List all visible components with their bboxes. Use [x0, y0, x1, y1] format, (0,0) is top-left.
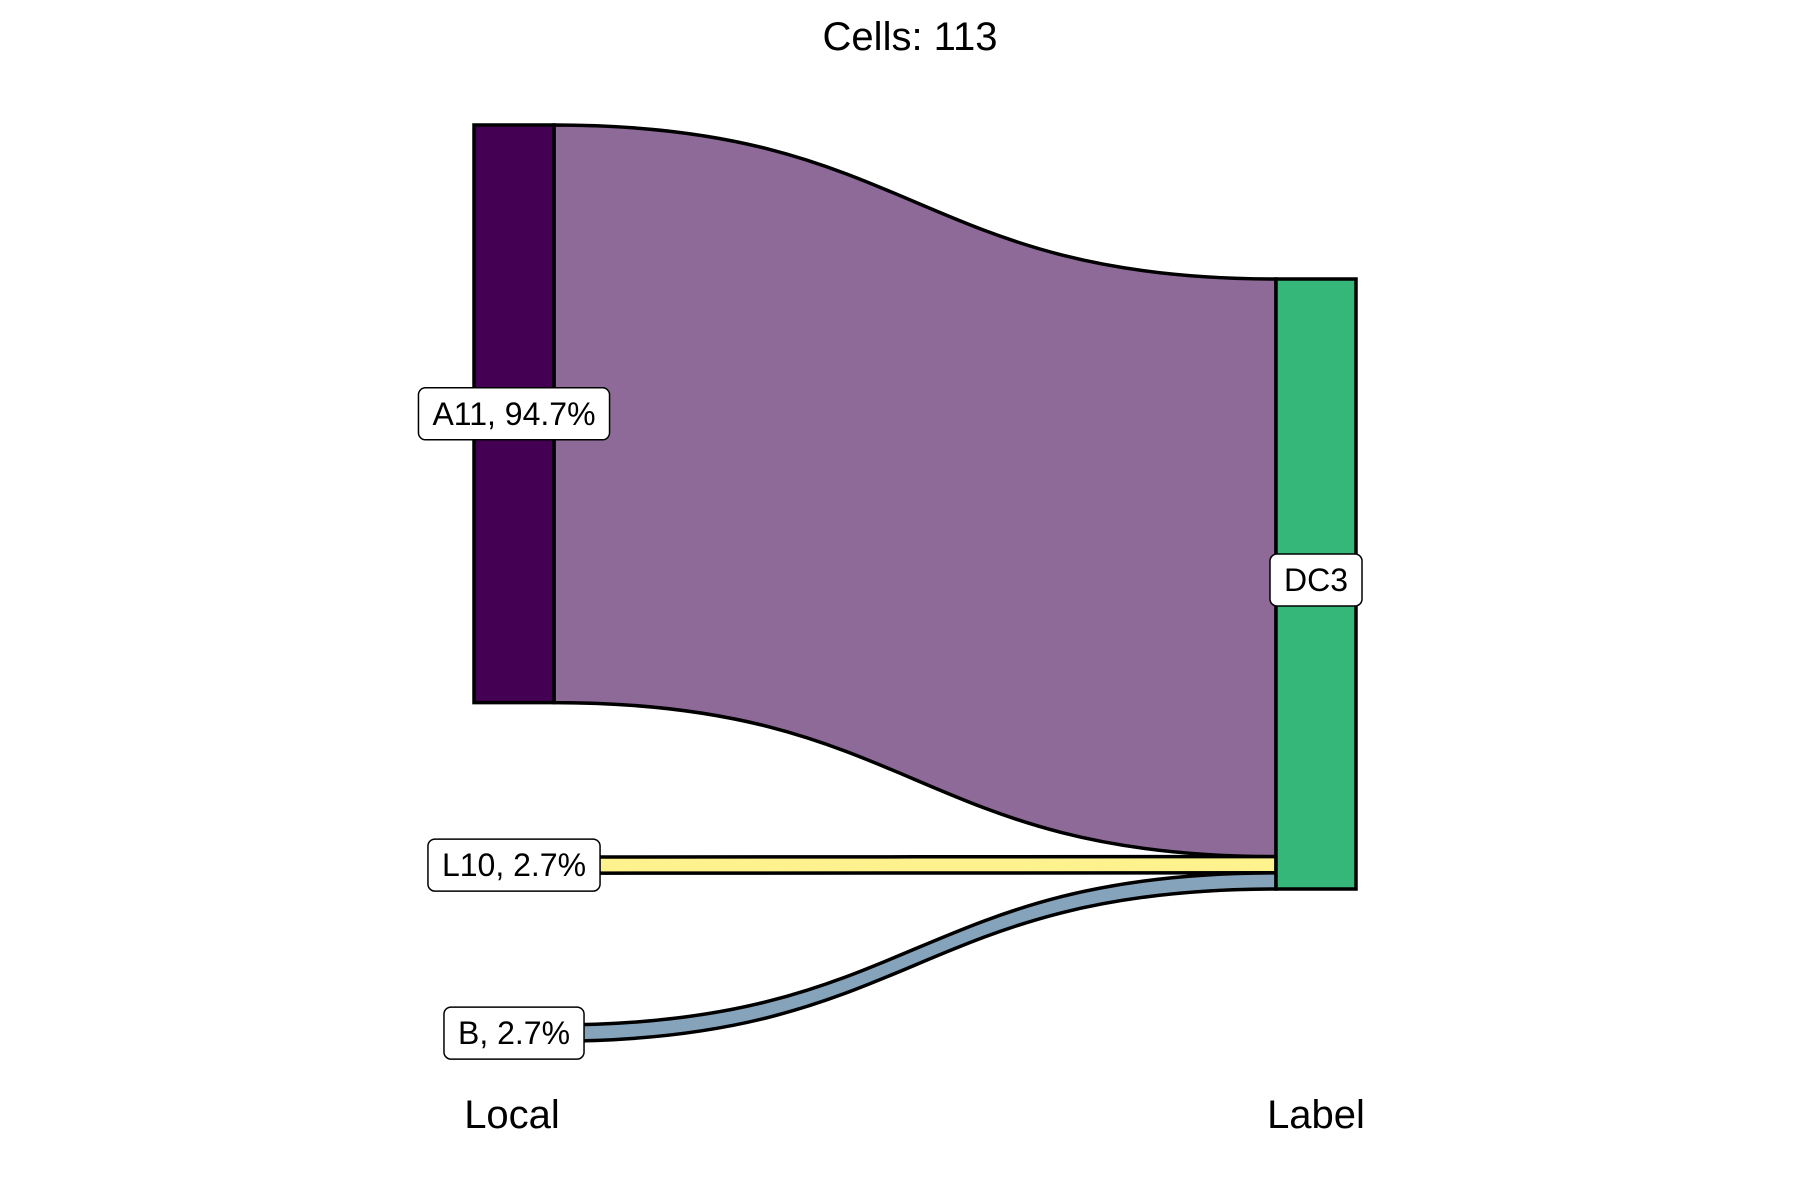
- node-label-a11-text: A11, 94.7%: [432, 396, 595, 432]
- node-label-b-box: [443, 1006, 585, 1060]
- flows-layer: [552, 123, 1278, 1043]
- axis-label-left: Local: [464, 1093, 560, 1137]
- node-label-a11-box: [417, 387, 611, 441]
- node-label-l10-text: L10, 2.7%: [442, 847, 586, 883]
- node-label-l10-box: [427, 838, 601, 892]
- chart-title: Cells: 113: [823, 15, 998, 59]
- flow-b-to-dc3: [552, 871, 1278, 1043]
- node-label-l10: L10, 2.7%: [427, 838, 601, 892]
- node-label-dc3: DC3: [1269, 553, 1363, 607]
- node-label-dc3-text: DC3: [1284, 562, 1348, 598]
- node-label-a11: A11, 94.7%: [417, 387, 611, 441]
- node-label-b-text: B, 2.7%: [458, 1015, 570, 1051]
- labels-layer: A11, 94.7% L10, 2.7% B, 2.7% DC3: [417, 387, 1363, 1060]
- flow-a11-to-dc3: [552, 123, 1278, 859]
- node-label-dc3-box: [1269, 553, 1363, 607]
- flow-l10-to-dc3: [552, 854, 1278, 875]
- node-label-b: B, 2.7%: [443, 1006, 585, 1060]
- axis-label-right: Label: [1267, 1093, 1365, 1137]
